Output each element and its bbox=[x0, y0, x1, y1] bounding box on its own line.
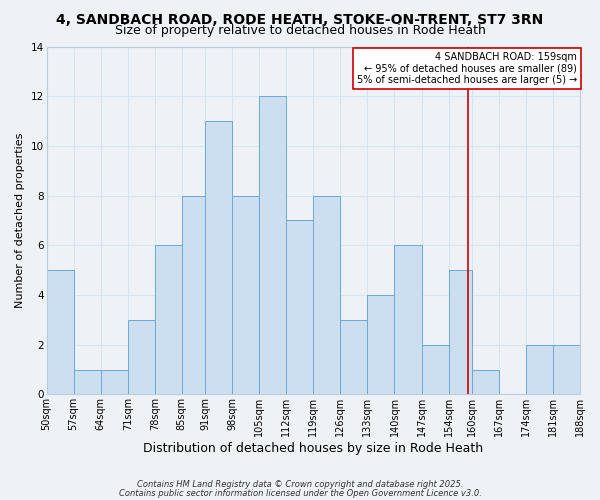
Bar bbox=[313, 196, 340, 394]
Bar bbox=[182, 196, 205, 394]
Bar bbox=[286, 220, 313, 394]
Bar bbox=[205, 121, 232, 394]
Bar bbox=[340, 320, 367, 394]
Bar bbox=[367, 295, 394, 394]
Text: Contains public sector information licensed under the Open Government Licence v3: Contains public sector information licen… bbox=[119, 490, 481, 498]
Bar bbox=[128, 320, 155, 394]
Bar bbox=[232, 196, 259, 394]
Bar bbox=[47, 270, 74, 394]
Bar bbox=[74, 370, 101, 394]
Text: 4 SANDBACH ROAD: 159sqm
← 95% of detached houses are smaller (89)
5% of semi-det: 4 SANDBACH ROAD: 159sqm ← 95% of detache… bbox=[357, 52, 577, 85]
Bar bbox=[472, 370, 499, 394]
Bar bbox=[553, 344, 580, 395]
Bar bbox=[101, 370, 128, 394]
Text: Size of property relative to detached houses in Rode Heath: Size of property relative to detached ho… bbox=[115, 24, 485, 37]
Bar bbox=[449, 270, 472, 394]
Text: 4, SANDBACH ROAD, RODE HEATH, STOKE-ON-TRENT, ST7 3RN: 4, SANDBACH ROAD, RODE HEATH, STOKE-ON-T… bbox=[56, 12, 544, 26]
Bar bbox=[422, 344, 449, 395]
Text: Contains HM Land Registry data © Crown copyright and database right 2025.: Contains HM Land Registry data © Crown c… bbox=[137, 480, 463, 489]
Bar bbox=[155, 246, 182, 394]
Bar bbox=[526, 344, 553, 395]
Y-axis label: Number of detached properties: Number of detached properties bbox=[15, 133, 25, 308]
Bar bbox=[259, 96, 286, 394]
X-axis label: Distribution of detached houses by size in Rode Heath: Distribution of detached houses by size … bbox=[143, 442, 484, 455]
Bar bbox=[394, 246, 422, 394]
